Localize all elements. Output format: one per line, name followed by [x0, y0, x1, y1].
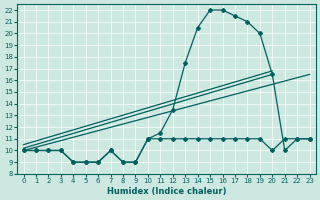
X-axis label: Humidex (Indice chaleur): Humidex (Indice chaleur) [107, 187, 226, 196]
